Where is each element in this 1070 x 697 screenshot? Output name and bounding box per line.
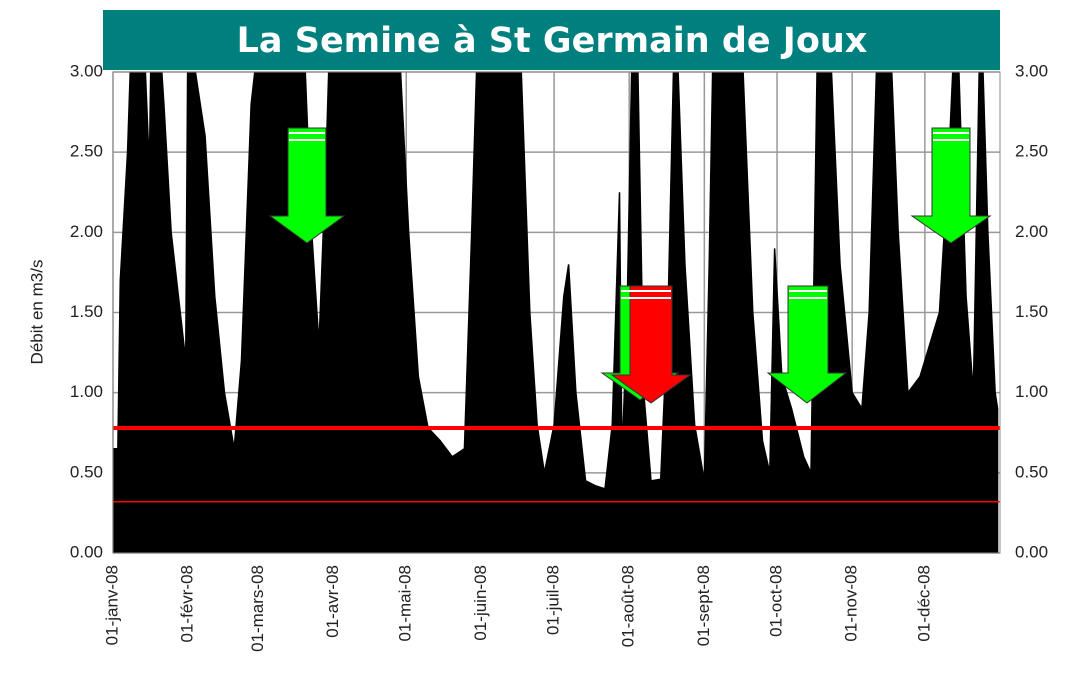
annotations (268, 127, 992, 404)
x-tick-label: 01-juin-08 (471, 565, 490, 641)
chart-title: La Semine à St Germain de Joux (237, 21, 868, 61)
title-box (103, 10, 1000, 70)
x-tick-label: 01-sept-08 (694, 565, 713, 646)
y-tick-label-right: 0.00 (1015, 542, 1048, 561)
arrow-green (910, 127, 992, 244)
plot-border (112, 71, 1001, 554)
arrow-stripes (289, 132, 969, 299)
y-tick-label: 0.50 (70, 462, 103, 481)
x-tick-label: 01-nov-08 (842, 565, 861, 642)
y-tick-label: 1.00 (70, 382, 103, 401)
area (113, 72, 999, 553)
arrow-green (766, 285, 848, 404)
x-tick-label: 01-janv-08 (102, 565, 121, 645)
x-tick-label: 01-oct-08 (767, 565, 786, 637)
x-tick-label: 01-avr-08 (323, 565, 342, 638)
y-tick-label-right: 1.50 (1015, 302, 1048, 321)
y-tick-label: 3.00 (70, 61, 103, 80)
x-tick-label: 01-août-08 (619, 565, 638, 647)
y-tick-label: 2.50 (70, 142, 103, 161)
plot-area (113, 72, 999, 553)
y-tick-label-right: 2.50 (1015, 142, 1048, 161)
axis-labels: 0.00 0.00 0.50 0.50 1.00 1.00 1.50 1.50 2.00 2.00… (70, 61, 1048, 651)
x-tick-label: 01-mars-08 (248, 565, 267, 652)
x-tick-label: 01-juil-08 (544, 565, 563, 635)
y-tick-label-right: 2.00 (1015, 222, 1048, 241)
y-tick-label: 2.00 (70, 222, 103, 241)
y-tick-label-right: 1.00 (1015, 382, 1048, 401)
arrow-red (610, 285, 692, 404)
y-tick-label-right: 0.50 (1015, 462, 1048, 481)
y-tick-label-right: 3.00 (1015, 61, 1048, 80)
x-tick-label: 01-déc-08 (914, 565, 933, 642)
arrow-green (268, 127, 346, 244)
y-tick-label: 1.50 (70, 302, 103, 321)
y-axis-label: Débit en m3/s (27, 260, 46, 365)
x-tick-label: 01-mai-08 (396, 565, 415, 642)
y-tick-label: 0.00 (70, 542, 103, 561)
reference-lines (113, 425, 1000, 503)
x-tick-label: 01-févr-08 (178, 565, 197, 642)
